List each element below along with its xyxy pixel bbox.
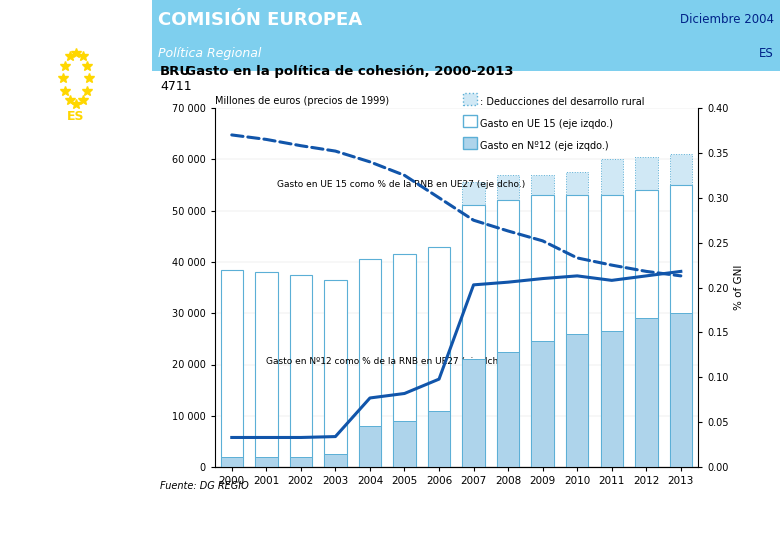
FancyBboxPatch shape [497,200,519,467]
FancyBboxPatch shape [669,154,692,467]
FancyBboxPatch shape [601,195,623,467]
FancyBboxPatch shape [463,183,485,467]
Text: Fuente: DG REGIO: Fuente: DG REGIO [160,481,249,491]
Text: 4711: 4711 [160,80,192,93]
Text: : Deducciones del desarrollo rural: : Deducciones del desarrollo rural [480,97,644,107]
FancyBboxPatch shape [669,185,692,467]
Text: COMISIÓN EUROPEA: COMISIÓN EUROPEA [158,11,363,29]
Text: Gasto en la política de cohesión, 2000-2013: Gasto en la política de cohesión, 2000-2… [176,65,513,78]
FancyBboxPatch shape [463,360,485,467]
Text: Diciembre 2004: Diciembre 2004 [679,14,774,26]
Text: ES: ES [67,110,85,123]
FancyBboxPatch shape [255,457,278,467]
FancyBboxPatch shape [255,272,278,467]
FancyBboxPatch shape [393,254,416,467]
FancyBboxPatch shape [635,190,658,467]
FancyBboxPatch shape [497,174,519,467]
FancyBboxPatch shape [669,313,692,467]
FancyBboxPatch shape [221,457,243,467]
Text: Gasto en UE 15 (eje izqdo.): Gasto en UE 15 (eje izqdo.) [480,119,613,129]
FancyBboxPatch shape [566,334,588,467]
Text: Gasto en Nº12 como % de la RNB en UE27 (eje dcho.): Gasto en Nº12 como % de la RNB en UE27 (… [266,356,510,366]
FancyBboxPatch shape [531,195,554,467]
FancyBboxPatch shape [531,341,554,467]
Text: ES: ES [759,47,774,60]
Text: 6: 6 [72,506,80,520]
FancyBboxPatch shape [324,454,346,467]
FancyBboxPatch shape [427,410,450,467]
Text: Tercer informe
sobre la
cohesión
económica y
social: Tercer informe sobre la cohesión económi… [30,227,122,291]
Y-axis label: % of GNI: % of GNI [734,265,744,310]
FancyBboxPatch shape [601,159,623,467]
FancyBboxPatch shape [221,269,243,467]
FancyBboxPatch shape [359,426,381,467]
FancyBboxPatch shape [324,280,346,467]
FancyBboxPatch shape [289,275,312,467]
FancyBboxPatch shape [427,246,450,467]
FancyBboxPatch shape [463,206,485,467]
FancyBboxPatch shape [393,421,416,467]
FancyBboxPatch shape [635,318,658,467]
FancyBboxPatch shape [497,352,519,467]
FancyBboxPatch shape [531,174,554,467]
FancyBboxPatch shape [566,172,588,467]
Text: Gasto en Nº12 (eje izqdo.): Gasto en Nº12 (eje izqdo.) [480,141,608,151]
Text: Millones de euros (precios de 1999): Millones de euros (precios de 1999) [215,96,388,106]
Text: BRU: BRU [160,65,191,78]
FancyBboxPatch shape [635,157,658,467]
FancyBboxPatch shape [289,457,312,467]
FancyBboxPatch shape [601,331,623,467]
Text: Gasto en UE 15 como % de la RNB en UE27 (eje dcho.): Gasto en UE 15 como % de la RNB en UE27 … [277,180,525,189]
Text: Política Regional: Política Regional [158,47,262,60]
FancyBboxPatch shape [566,195,588,467]
FancyBboxPatch shape [359,259,381,467]
